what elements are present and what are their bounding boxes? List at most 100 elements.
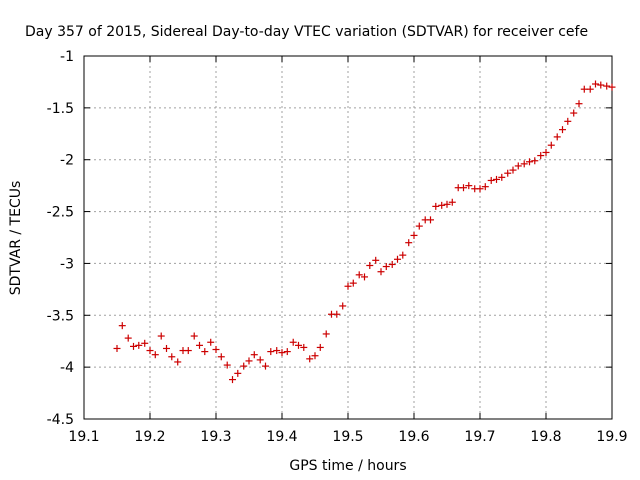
data-point: [580, 85, 588, 93]
data-point: [124, 334, 132, 342]
y-tick-label: -4.5: [47, 412, 74, 428]
data-point: [520, 160, 528, 168]
data-point: [184, 347, 192, 355]
data-point: [151, 351, 159, 359]
grid-lines: [84, 56, 612, 419]
x-tick-label: 19.3: [200, 429, 231, 445]
data-point: [141, 339, 149, 347]
data-point: [333, 310, 341, 318]
data-point: [410, 231, 418, 239]
data-point: [531, 157, 539, 165]
x-tick-labels: 19.1 19.2 19.3 19.4 19.5 19.6 19.7 19.8 19.9: [68, 429, 627, 445]
data-point: [344, 282, 352, 290]
data-point: [201, 348, 209, 356]
data-point: [509, 166, 517, 174]
data-point: [586, 85, 594, 93]
data-point: [256, 356, 264, 364]
data-point: [262, 362, 269, 370]
data-point: [415, 222, 423, 230]
data-point: [377, 268, 385, 276]
data-point: [322, 330, 330, 338]
y-tick-label: -1.5: [47, 101, 74, 117]
data-point: [283, 348, 291, 356]
data-point: [608, 83, 616, 91]
x-tick-label: 19.2: [134, 429, 165, 445]
data-point: [427, 216, 434, 224]
data-point: [372, 256, 380, 264]
axis-ticks: [83, 55, 613, 420]
x-tick-label: 19.7: [464, 429, 495, 445]
y-tick-labels: -1 -1.5 -2 -2.5 -3 -3.5 -4 -4.5: [47, 49, 74, 428]
data-point: [405, 239, 413, 247]
data-point: [592, 80, 599, 88]
x-tick-label: 19.1: [68, 429, 99, 445]
data-point: [382, 263, 390, 271]
data-point: [388, 260, 396, 268]
data-point: [118, 322, 126, 330]
data-point: [481, 183, 489, 191]
data-point: [245, 357, 253, 365]
data-point: [212, 346, 220, 354]
data-point: [432, 202, 440, 210]
data-point: [250, 351, 258, 359]
data-point: [438, 201, 446, 209]
data-point: [366, 262, 374, 270]
x-tick-label: 19.9: [596, 429, 627, 445]
data-point: [399, 251, 407, 259]
data-point: [443, 200, 451, 208]
data-point: [394, 255, 401, 263]
data-point: [300, 343, 308, 351]
data-point: [339, 302, 347, 310]
data-point: [306, 355, 314, 363]
x-tick-label: 19.4: [266, 429, 297, 445]
data-point: [526, 158, 533, 166]
data-point: [504, 169, 512, 177]
data-point: [168, 353, 176, 361]
y-tick-label: -3: [60, 256, 74, 272]
data-point: [476, 185, 484, 193]
data-point: [498, 173, 506, 181]
data-point: [349, 279, 357, 287]
y-tick-label: -2.5: [47, 205, 74, 221]
data-point: [361, 273, 368, 281]
data-point: [207, 338, 215, 346]
data-point: [553, 133, 561, 141]
data-point: [311, 352, 319, 360]
data-point: [514, 162, 522, 170]
data-points: [113, 80, 616, 384]
data-point: [229, 376, 236, 384]
data-point: [146, 347, 154, 355]
data-point: [174, 358, 182, 366]
data-point: [570, 109, 578, 117]
data-point: [234, 369, 242, 377]
x-tick-label: 19.6: [398, 429, 429, 445]
data-point: [217, 353, 225, 361]
data-point: [223, 361, 231, 369]
data-point: [537, 152, 545, 160]
x-tick-label: 19.5: [332, 429, 363, 445]
data-point: [196, 341, 203, 349]
data-point: [295, 341, 302, 349]
chart-title: Day 357 of 2015, Sidereal Day-to-day VTE…: [25, 24, 588, 40]
data-point: [564, 117, 572, 125]
data-point: [460, 184, 467, 192]
data-point: [130, 342, 137, 350]
y-tick-label: -2: [60, 153, 74, 169]
y-tick-label: -3.5: [47, 308, 74, 324]
data-point: [273, 347, 281, 355]
x-tick-label: 19.8: [530, 429, 561, 445]
y-tick-label: -4: [60, 360, 74, 376]
data-point: [157, 332, 165, 340]
data-point: [190, 332, 198, 340]
y-tick-label: -1: [60, 49, 74, 65]
data-point: [355, 271, 363, 279]
data-point: [163, 344, 170, 352]
data-point: [240, 362, 248, 370]
data-point: [289, 338, 297, 346]
data-point: [559, 126, 566, 134]
data-point: [278, 349, 286, 357]
data-point: [597, 81, 605, 89]
data-point: [448, 198, 456, 206]
data-point: [603, 82, 611, 90]
